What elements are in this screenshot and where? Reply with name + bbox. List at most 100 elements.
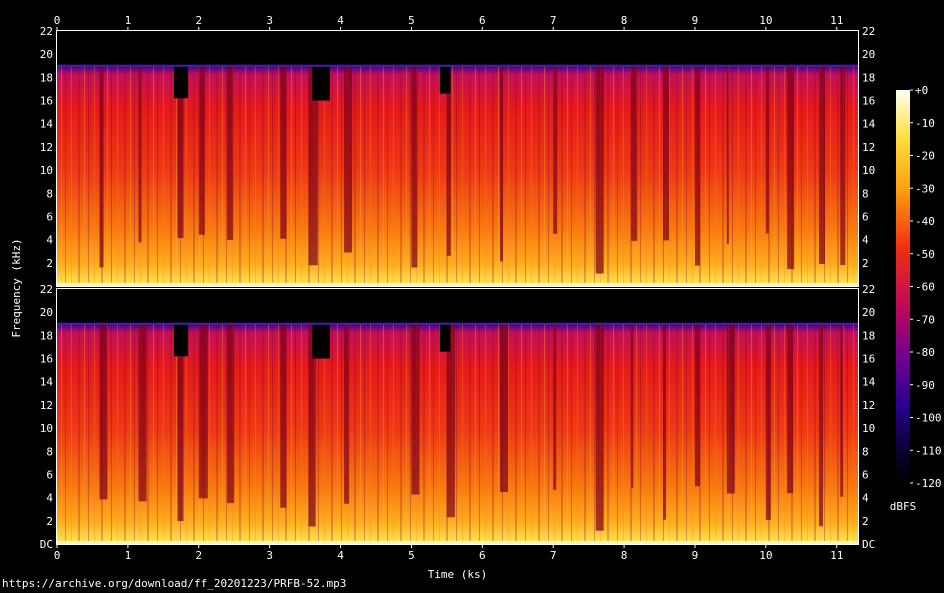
x-tick-label-top: 1 bbox=[125, 14, 132, 27]
quiet-gap bbox=[500, 323, 509, 493]
quiet-gap bbox=[198, 65, 205, 235]
colorbar-tick-label: -100 bbox=[915, 412, 942, 425]
y-tick-label: 12 bbox=[40, 141, 53, 154]
quiet-gap bbox=[595, 65, 604, 274]
y-tick-label-right: 16 bbox=[862, 353, 875, 366]
y-tick-label: 20 bbox=[40, 306, 53, 319]
above-cutoff-region bbox=[57, 31, 858, 65]
y-tick-label-right: 14 bbox=[862, 376, 876, 389]
source-url: https://archive.org/download/ff_20201223… bbox=[2, 577, 347, 590]
colorbar-tick-label: -10 bbox=[915, 117, 935, 130]
y-tick-label: 4 bbox=[46, 234, 53, 247]
y-tick-label: 2 bbox=[46, 257, 53, 270]
quiet-gap bbox=[726, 323, 735, 494]
y-tick-label-right: 2 bbox=[862, 257, 869, 270]
quiet-gap bbox=[840, 65, 846, 266]
x-tick-label-top: 9 bbox=[692, 14, 699, 27]
y-tick-label-right: 20 bbox=[862, 306, 875, 319]
channel-1-frame bbox=[56, 30, 859, 287]
y-tick-label: 4 bbox=[46, 492, 53, 505]
y-tick-label-right: 4 bbox=[862, 492, 869, 505]
x-tick-label: 0 bbox=[54, 549, 61, 562]
x-tick-label-top: 7 bbox=[550, 14, 557, 27]
x-tick-label-top: 0 bbox=[54, 14, 61, 27]
y-tick-label: 22 bbox=[40, 283, 53, 296]
y-tick-label: 22 bbox=[40, 25, 53, 38]
channel-1-spectrogram bbox=[57, 31, 858, 286]
y-tick-label-right: 20 bbox=[862, 48, 875, 61]
x-tick-label: 6 bbox=[479, 549, 486, 562]
colorbar-tick-label: +0 bbox=[915, 84, 928, 97]
quiet-gap bbox=[500, 65, 504, 262]
y-tick-label-right: 14 bbox=[862, 118, 876, 131]
x-axis-label: Time (ks) bbox=[428, 568, 488, 581]
x-tick-label-top: 5 bbox=[408, 14, 415, 27]
colorbar-tick-label: -20 bbox=[915, 150, 935, 163]
quiet-gap bbox=[726, 65, 729, 244]
quiet-gap bbox=[765, 323, 771, 521]
colorbar-tick-label: -90 bbox=[915, 379, 935, 392]
quiet-gap bbox=[411, 323, 420, 495]
cutoff-dip bbox=[439, 323, 451, 352]
x-tick-label-top: 6 bbox=[479, 14, 486, 27]
colorbar-tick-label: -30 bbox=[915, 182, 935, 195]
y-tick-label-right: 6 bbox=[862, 210, 869, 223]
y-tick-label: 14 bbox=[40, 118, 54, 131]
x-tick-label: 8 bbox=[621, 549, 628, 562]
quiet-gap bbox=[553, 323, 557, 490]
y-tick-label: 16 bbox=[40, 95, 53, 108]
quiet-gap bbox=[280, 323, 287, 508]
quiet-gap bbox=[344, 323, 350, 504]
quiet-gap bbox=[819, 323, 824, 527]
x-tick-label-top: 4 bbox=[337, 14, 344, 27]
y-tick-label-right: 8 bbox=[862, 445, 869, 458]
y-tick-label: 6 bbox=[46, 210, 53, 223]
quiet-gap bbox=[138, 323, 147, 502]
y-tick-label-right: DC bbox=[862, 538, 875, 551]
colorbar-tick-label: -60 bbox=[915, 281, 935, 294]
colorbar-tick-label: -80 bbox=[915, 346, 935, 359]
x-tick-label: 5 bbox=[408, 549, 415, 562]
y-tick-label-right: 10 bbox=[862, 164, 875, 177]
quiet-gap bbox=[694, 65, 700, 266]
spectrogram-texture bbox=[57, 65, 858, 286]
x-tick-label-top: 11 bbox=[830, 14, 843, 27]
colorbar-tick-label: -70 bbox=[915, 313, 935, 326]
quiet-gap bbox=[446, 323, 455, 518]
quiet-gap bbox=[227, 323, 235, 504]
quiet-gap bbox=[344, 65, 353, 253]
quiet-gap bbox=[177, 323, 184, 522]
y-tick-label-right: 12 bbox=[862, 399, 875, 412]
cutoff-dip bbox=[173, 323, 189, 357]
quiet-gap bbox=[446, 65, 451, 256]
x-tick-label: 1 bbox=[125, 549, 132, 562]
quiet-gap bbox=[663, 323, 667, 520]
x-tick-label-top: 8 bbox=[621, 14, 628, 27]
quiet-gap bbox=[553, 65, 558, 234]
quiet-gap bbox=[198, 323, 208, 499]
quiet-gap bbox=[280, 65, 287, 239]
channel-2-spectrogram bbox=[57, 289, 858, 544]
quiet-gap bbox=[694, 323, 700, 487]
x-tick-label: 7 bbox=[550, 549, 557, 562]
x-tick-label: 3 bbox=[266, 549, 273, 562]
quiet-gap bbox=[631, 65, 638, 241]
y-tick-label: 20 bbox=[40, 48, 53, 61]
dc-band bbox=[57, 541, 858, 544]
quiet-gap bbox=[411, 65, 418, 268]
quiet-gap bbox=[227, 65, 234, 240]
colorbar-tick-label: -50 bbox=[915, 248, 935, 261]
x-tick-label-top: 2 bbox=[195, 14, 202, 27]
y-tick-label: 18 bbox=[40, 329, 53, 342]
above-cutoff-region bbox=[57, 289, 858, 323]
y-tick-label: 8 bbox=[46, 445, 53, 458]
quiet-gap bbox=[819, 65, 826, 265]
x-tick-label: 11 bbox=[830, 549, 843, 562]
colorbar-gradient bbox=[896, 90, 910, 483]
y-tick-label: 10 bbox=[40, 422, 53, 435]
quiet-gap bbox=[595, 323, 604, 531]
y-tick-label: 2 bbox=[46, 515, 53, 528]
x-tick-label-top: 10 bbox=[759, 14, 772, 27]
cutoff-dip bbox=[312, 65, 330, 101]
